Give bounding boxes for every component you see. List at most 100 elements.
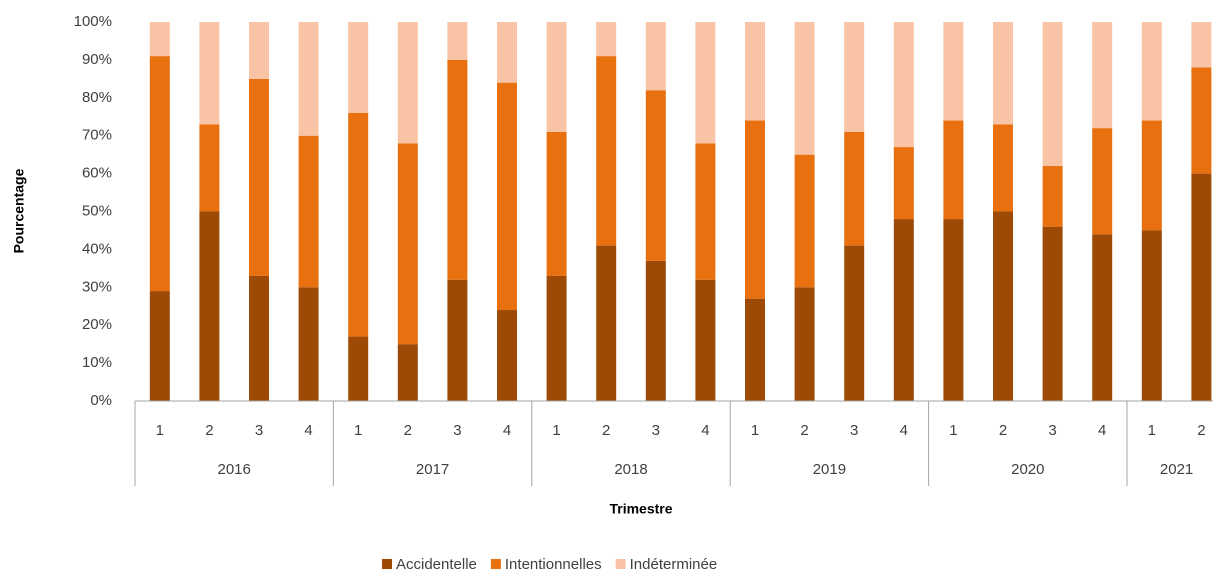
bar-segment — [249, 275, 269, 401]
x-tick-label: 2 — [602, 422, 610, 439]
y-tick-label: 100% — [74, 13, 112, 30]
bar-segment — [249, 22, 269, 79]
legend-swatch — [490, 559, 501, 569]
group-label: 2016 — [218, 461, 251, 478]
bar-segment — [695, 143, 716, 280]
bar-segment — [844, 131, 865, 246]
bar-segment — [348, 336, 369, 401]
y-tick-label: 80% — [82, 89, 112, 106]
bar-segment — [893, 22, 914, 148]
y-tick-label: 0% — [90, 392, 112, 409]
bar-segment — [447, 279, 468, 401]
x-tick-label: 3 — [1048, 422, 1056, 439]
bar-segment — [348, 112, 369, 337]
bar-segment — [893, 147, 914, 220]
bar-segment — [794, 287, 815, 401]
bar-segment — [249, 78, 269, 276]
bar-segment — [546, 275, 567, 401]
bar-segment — [397, 344, 418, 401]
y-tick-label: 10% — [82, 354, 112, 371]
x-tick-label: 4 — [503, 422, 511, 439]
x-tick-label: 4 — [900, 422, 908, 439]
legend-label: Accidentelle — [396, 556, 477, 573]
bar-segment — [893, 219, 914, 401]
bar-segment — [1141, 230, 1162, 401]
bar-segment — [497, 310, 517, 401]
x-tick-label: 4 — [1098, 422, 1106, 439]
bar-segment — [645, 260, 666, 401]
bar-segment — [943, 22, 964, 121]
bar-segment — [844, 245, 865, 401]
bar-segment — [149, 291, 170, 401]
bar-segment — [497, 82, 517, 311]
y-tick-label: 20% — [82, 316, 112, 333]
bar-segment — [447, 22, 468, 60]
group-label: 2019 — [813, 461, 846, 478]
group-label: 2018 — [614, 461, 647, 478]
group-label: 2020 — [1011, 461, 1044, 478]
y-tick-label: 70% — [82, 127, 112, 144]
legend-label: Intentionnelles — [505, 556, 602, 573]
bar-segment — [596, 22, 617, 57]
bar-segment — [943, 219, 964, 401]
bar-segment — [149, 56, 170, 292]
bar-segment — [1191, 22, 1212, 68]
x-tick-label: 1 — [949, 422, 957, 439]
legend-swatch — [382, 559, 392, 569]
x-tick-label: 3 — [255, 422, 263, 439]
x-tick-label: 2 — [205, 422, 213, 439]
x-tick-label: 1 — [552, 422, 560, 439]
bar-segment — [596, 245, 617, 401]
bar-segment — [993, 124, 1013, 212]
bar-segment — [298, 135, 319, 288]
bar-segment — [1042, 226, 1063, 401]
bar-segment — [447, 59, 468, 280]
x-tick-label: 3 — [850, 422, 858, 439]
bar-segment — [497, 22, 517, 83]
bar-segment — [1092, 22, 1113, 129]
x-tick-label: 4 — [304, 422, 312, 439]
bar-segment — [199, 211, 220, 401]
x-tick-label: 1 — [156, 422, 164, 439]
bar-segment — [745, 298, 765, 401]
bar-segment — [745, 120, 765, 299]
bar-segment — [695, 22, 716, 144]
bar-segment — [745, 22, 765, 121]
y-tick-label: 60% — [82, 165, 112, 182]
y-tick-label: 50% — [82, 202, 112, 219]
x-tick-label: 2 — [404, 422, 412, 439]
bar-segment — [1042, 22, 1063, 167]
y-tick-label: 40% — [82, 240, 112, 257]
bar-segment — [1092, 234, 1113, 401]
bar-segment — [199, 124, 220, 212]
bar-segment — [844, 22, 865, 132]
bar-segment — [645, 90, 666, 261]
bar-segment — [695, 279, 716, 401]
bar-segment — [298, 287, 319, 401]
x-tick-label: 3 — [652, 422, 660, 439]
bar-segment — [348, 22, 369, 113]
bar-segment — [1042, 166, 1063, 227]
bar-segment — [1191, 173, 1212, 401]
x-tick-label: 2 — [800, 422, 808, 439]
bar-segment — [1141, 120, 1162, 231]
bar-segment — [149, 22, 170, 57]
bar-segment — [1092, 128, 1113, 235]
x-tick-label: 2 — [999, 422, 1007, 439]
bar-segment — [993, 211, 1013, 401]
legend-label: Indéterminée — [630, 556, 718, 573]
bar-segment — [1191, 67, 1212, 174]
x-tick-label: 1 — [1148, 422, 1156, 439]
bar-segment — [546, 131, 567, 276]
x-tick-label: 3 — [453, 422, 461, 439]
y-axis-title: Pourcentage — [11, 168, 27, 253]
bar-segment — [546, 22, 567, 132]
bar-segment — [397, 143, 418, 345]
x-tick-label: 1 — [354, 422, 362, 439]
bar-segment — [397, 22, 418, 144]
bar-segment — [645, 22, 666, 91]
bar-segment — [298, 22, 319, 136]
y-tick-label: 90% — [82, 51, 112, 68]
